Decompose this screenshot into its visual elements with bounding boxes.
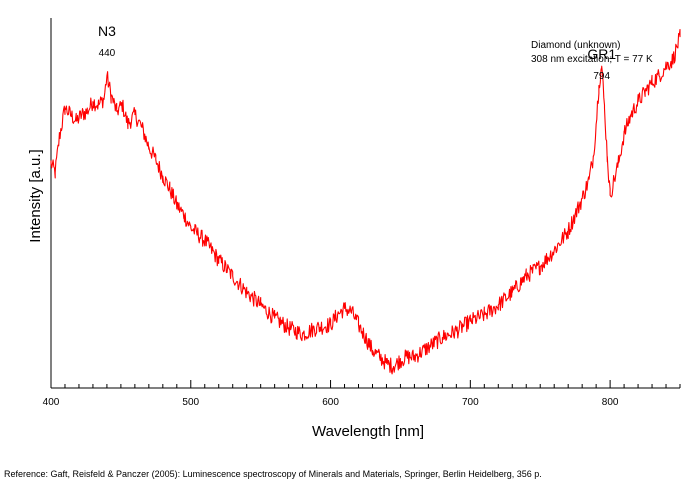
info-line-2: 308 nm excitation; T = 77 K bbox=[531, 54, 653, 65]
series-line bbox=[50, 28, 681, 375]
x-tick-label: 500 bbox=[182, 397, 199, 408]
axes bbox=[50, 18, 680, 389]
reference-text: Reference: Gaft, Reisfeld & Panczer (200… bbox=[4, 469, 542, 479]
y-axis-label: Intensity [a.u.] bbox=[27, 149, 44, 242]
annotations: N3 440 GR1 794 bbox=[98, 23, 616, 82]
x-tick-label: 400 bbox=[43, 397, 60, 408]
x-tick-label: 800 bbox=[602, 397, 619, 408]
peak-name-label: GR1 bbox=[587, 46, 616, 62]
x-tick-label: 600 bbox=[322, 397, 339, 408]
info-line-1: Diamond (unknown) bbox=[531, 40, 621, 51]
peak-wavelength-label: 794 bbox=[593, 71, 610, 82]
peak-wavelength-label: 440 bbox=[99, 48, 116, 59]
series-layer bbox=[50, 28, 681, 375]
x-tick-label: 700 bbox=[462, 397, 479, 408]
spectrum-chart: 400 500 600 700 800 N3 440 GR1 794 Wavelength [… bbox=[27, 18, 681, 440]
x-axis-label: Wavelength [nm] bbox=[312, 423, 424, 440]
x-ticks: 400 500 600 700 800 bbox=[43, 380, 681, 408]
peak-name-label: N3 bbox=[98, 23, 116, 39]
